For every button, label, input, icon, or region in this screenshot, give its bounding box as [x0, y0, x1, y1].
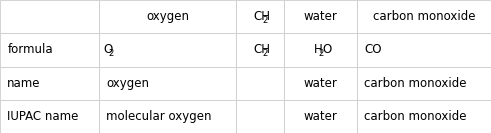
Bar	[0, 66, 99, 100]
Bar	[99, 0, 236, 33]
Text: O: O	[104, 43, 113, 56]
Bar	[284, 0, 357, 33]
Bar	[0, 100, 99, 133]
Text: CH: CH	[253, 10, 271, 23]
Bar	[99, 33, 236, 66]
Bar	[236, 33, 284, 66]
Bar	[0, 0, 99, 33]
Bar	[0, 33, 99, 66]
Text: water: water	[303, 77, 337, 90]
Text: O: O	[322, 43, 331, 56]
Text: carbon monoxide: carbon monoxide	[373, 10, 475, 23]
Text: CO: CO	[364, 43, 382, 56]
Bar	[284, 33, 357, 66]
Text: CH: CH	[253, 43, 271, 56]
Text: molecular oxygen: molecular oxygen	[106, 110, 212, 123]
Text: 2: 2	[319, 49, 324, 58]
Text: H: H	[314, 43, 323, 56]
Bar	[236, 0, 284, 33]
Bar	[357, 0, 491, 33]
Bar	[357, 66, 491, 100]
Bar	[99, 100, 236, 133]
Bar	[284, 66, 357, 100]
Text: carbon monoxide: carbon monoxide	[364, 110, 467, 123]
Text: 2: 2	[263, 16, 268, 25]
Text: oxygen: oxygen	[146, 10, 189, 23]
Text: carbon monoxide: carbon monoxide	[364, 77, 467, 90]
Text: formula: formula	[7, 43, 53, 56]
Bar	[284, 100, 357, 133]
Text: oxygen: oxygen	[106, 77, 149, 90]
Text: IUPAC name: IUPAC name	[7, 110, 79, 123]
Text: water: water	[303, 10, 337, 23]
Bar	[236, 66, 284, 100]
Text: 2: 2	[109, 49, 114, 58]
Bar	[357, 100, 491, 133]
Bar	[357, 33, 491, 66]
Bar	[99, 66, 236, 100]
Text: water: water	[303, 110, 337, 123]
Bar	[236, 100, 284, 133]
Text: name: name	[7, 77, 41, 90]
Text: 2: 2	[263, 49, 268, 58]
